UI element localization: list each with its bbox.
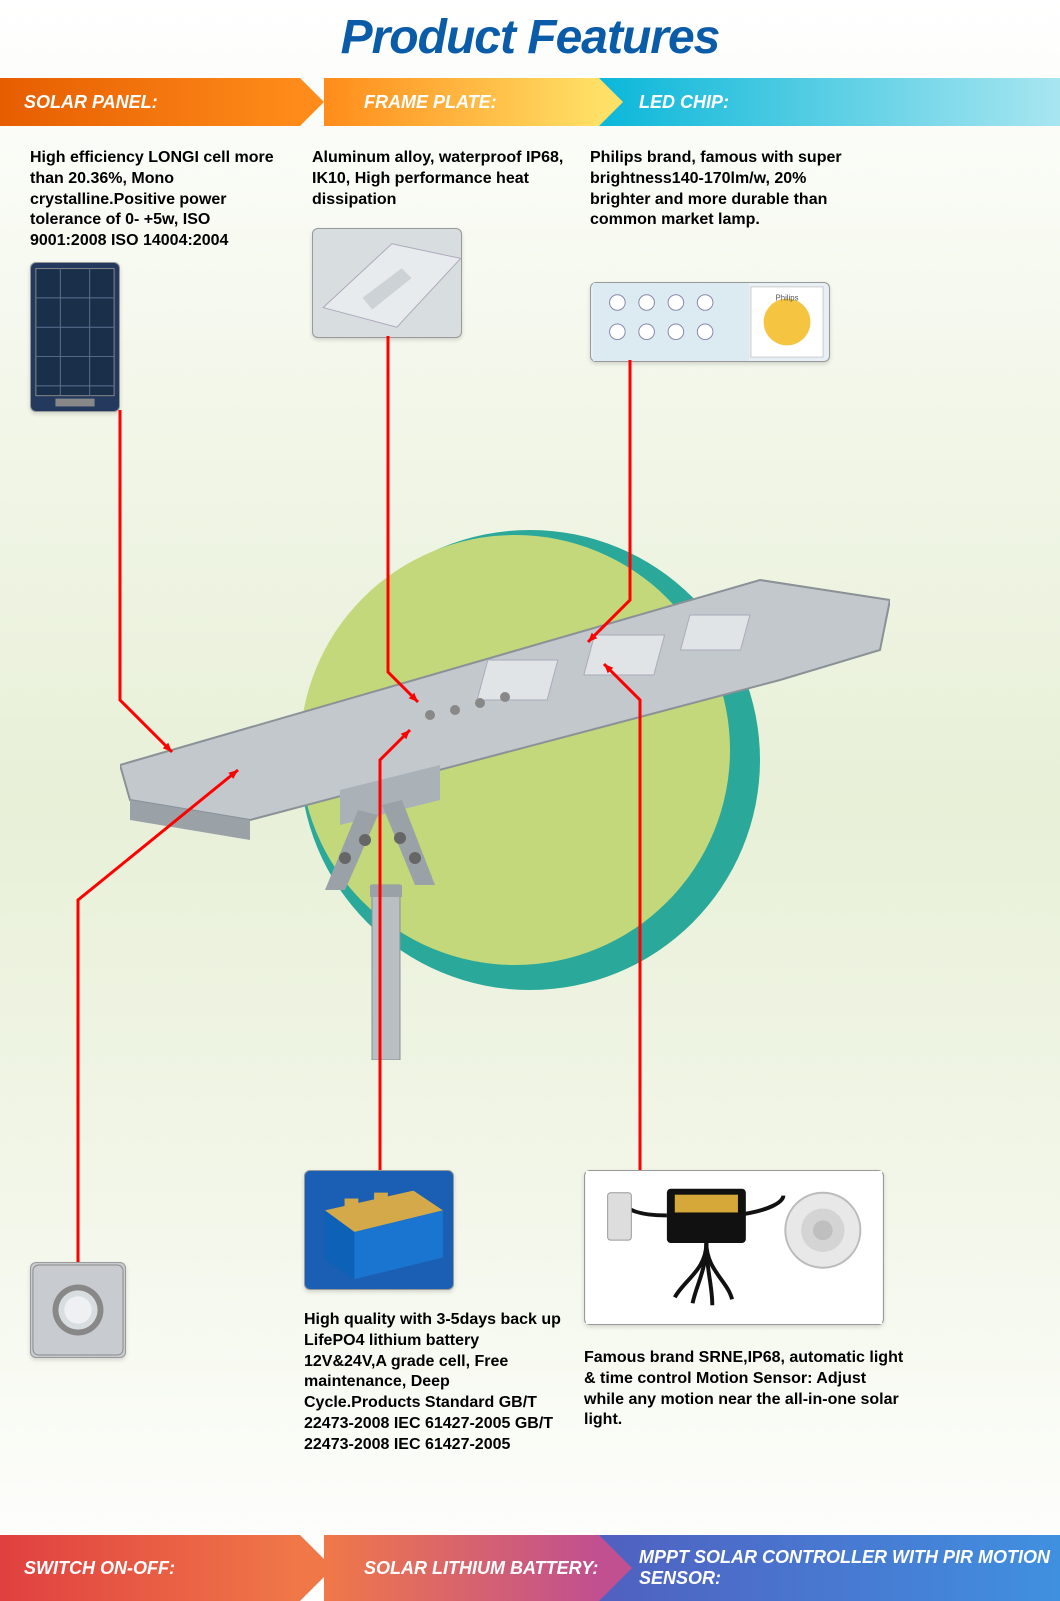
top-arrow-row: SOLAR PANEL: FRAME PLATE: LED CHIP: [0,78,1060,126]
svg-text:Philips: Philips [776,294,799,303]
battery-pack-icon [305,1171,453,1289]
led-chip-thumb: Philips [590,282,830,362]
controller-icon [585,1171,883,1324]
switch-thumb [30,1262,126,1358]
arrow-switch: SWITCH ON-OFF: [0,1535,300,1601]
streetlight-product [120,540,890,1060]
arrow-label: FRAME PLATE: [364,92,497,113]
arrow-label: MPPT SOLAR CONTROLLER WITH PIR MOTION SE… [639,1547,1060,1588]
led-chip-icon: Philips [591,283,829,361]
arrow-solar-panel: SOLAR PANEL: [0,78,300,126]
solar-panel-icon [31,263,119,411]
controller-thumb [584,1170,884,1325]
push-button-icon [31,1263,125,1357]
led-chip-desc: Philips brand, famous with super brightn… [590,148,850,231]
arrow-controller: MPPT SOLAR CONTROLLER WITH PIR MOTION SE… [599,1535,1060,1601]
frame-plate-icon [313,229,461,337]
arrow-label: SWITCH ON-OFF: [24,1558,175,1579]
battery-desc: High quality with 3-5days back up LifePO… [304,1310,564,1456]
frame-plate-thumb [312,228,462,338]
arrow-label: SOLAR PANEL: [24,92,158,113]
controller-desc: Famous brand SRNE,IP68, automatic light … [584,1348,904,1431]
solar-panel-desc: High efficiency LONGI cell more than 20.… [30,148,290,252]
page-title: Product Features [0,0,1060,65]
solar-panel-thumb [30,262,120,412]
arrow-frame-plate: FRAME PLATE: [324,78,599,126]
bottom-arrow-row: SWITCH ON-OFF: SOLAR LITHIUM BATTERY: MP… [0,1535,1060,1601]
battery-thumb [304,1170,454,1290]
arrow-battery: SOLAR LITHIUM BATTERY: [324,1535,599,1601]
arrow-led-chip: LED CHIP: [599,78,1060,126]
arrow-label: SOLAR LITHIUM BATTERY: [364,1558,598,1579]
arrow-label: LED CHIP: [639,92,729,113]
frame-plate-desc: Aluminum alloy, waterproof IP68, IK10, H… [312,148,572,210]
